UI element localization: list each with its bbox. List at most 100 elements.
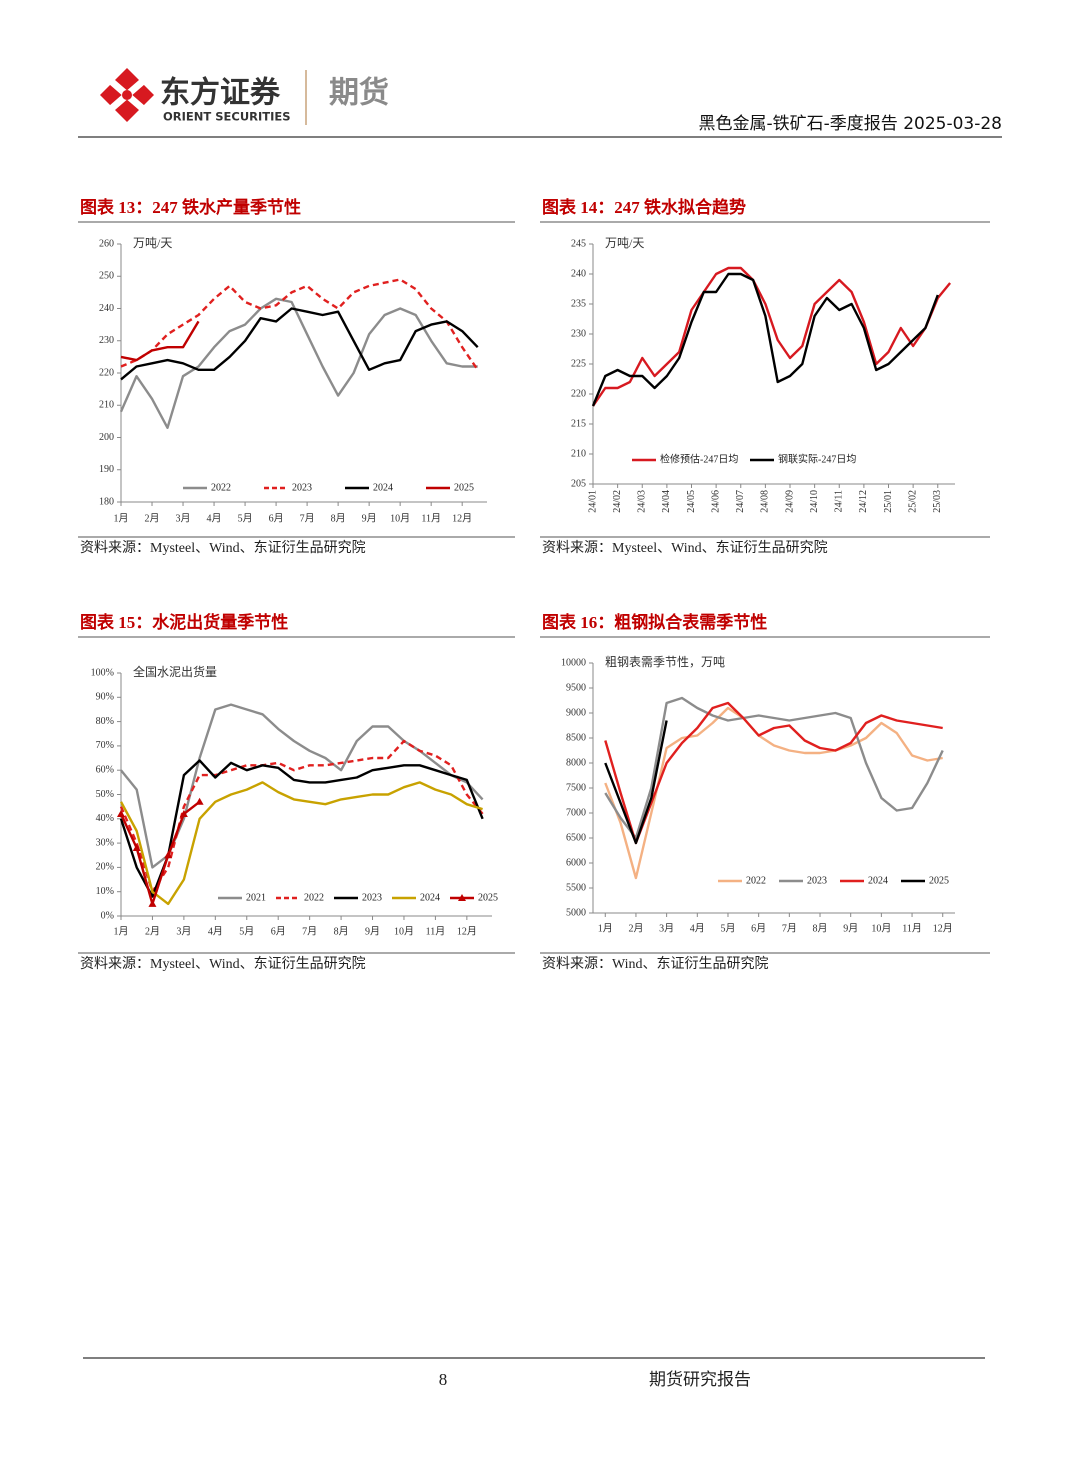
y-tick-label: 40%: [96, 813, 114, 824]
chart-caption: 图表 15：水泥出货量季节性: [80, 612, 288, 632]
point-marker: [179, 809, 188, 817]
x-tick-label: 7月: [782, 922, 797, 934]
y-tick-label: 10000: [561, 657, 586, 668]
x-tick-label: 6月: [271, 925, 286, 937]
point-marker: [117, 809, 125, 817]
legend-label: 2023: [362, 892, 382, 903]
legend-label: 检修预估-247日均: [660, 452, 738, 465]
x-tick-label: 24/09: [784, 490, 795, 513]
series-line: [604, 701, 943, 845]
chart: 图表 15：水泥出货量季节性资料来源：Mysteel、Wind、东证衍生品研究院…: [78, 612, 515, 972]
x-tick-label: 9月: [365, 925, 380, 937]
chart: 图表 13：247 铁水产量季节性资料来源：Mysteel、Wind、东证衍生品…: [78, 197, 515, 556]
unit-label: 万吨/天: [133, 236, 172, 250]
y-tick-label: 6000: [566, 857, 586, 868]
series-line: [119, 800, 201, 906]
chart-caption: 图表 13：247 铁水产量季节性: [80, 197, 301, 217]
series-line: [592, 266, 952, 407]
charts: 图表 13：247 铁水产量季节性资料来源：Mysteel、Wind、东证衍生品…: [78, 197, 990, 972]
y-tick-label: 230: [99, 335, 114, 346]
legend-label: 2022: [211, 482, 231, 493]
series-line: [591, 272, 939, 407]
x-tick-label: 12月: [933, 922, 953, 934]
legend-label: 钢联实际-247日均: [778, 452, 856, 465]
logo-icon: [100, 68, 154, 122]
series-line: [119, 297, 478, 429]
page-number: 8: [439, 1370, 448, 1389]
x-tick-label: 25/02: [907, 490, 918, 513]
legend-label: 2021: [246, 892, 266, 903]
x-tick-label: 4月: [208, 925, 223, 937]
y-tick-label: 8500: [566, 732, 586, 743]
x-tick-label: 6月: [269, 512, 284, 524]
legend-label: 2024: [373, 482, 393, 493]
x-tick-label: 24/05: [686, 490, 697, 513]
point-marker: [148, 899, 157, 907]
legend-label: 2025: [454, 482, 474, 493]
y-tick-label: 235: [571, 298, 586, 309]
brand-en: ORIENT SECURITIES: [163, 110, 291, 124]
x-tick-label: 2月: [145, 925, 160, 937]
y-tick-label: 50%: [96, 789, 114, 800]
x-tick-label: 24/04: [661, 490, 672, 513]
series-line: [120, 307, 479, 381]
x-tick-label: 5月: [238, 512, 253, 524]
y-tick-label: 100%: [91, 667, 114, 678]
x-tick-label: 1月: [114, 925, 129, 937]
x-tick-label: 5月: [720, 922, 735, 934]
legend-label: 2022: [304, 892, 324, 903]
y-tick-label: 210: [99, 400, 114, 411]
x-tick-label: 25/03: [932, 490, 943, 513]
x-tick-label: 8月: [331, 512, 346, 524]
x-tick-label: 4月: [690, 922, 705, 934]
chart-caption: 图表 14：247 铁水拟合趋势: [542, 197, 746, 217]
y-tick-label: 210: [571, 448, 586, 459]
x-tick-label: 3月: [176, 925, 191, 937]
point-marker: [132, 843, 141, 851]
x-tick-label: 1月: [598, 922, 613, 934]
x-tick-label: 2月: [145, 512, 160, 524]
y-tick-label: 5000: [566, 907, 586, 918]
x-tick-label: 9月: [843, 922, 858, 934]
y-tick-label: 6500: [566, 832, 586, 843]
y-tick-label: 70%: [96, 740, 114, 751]
y-tick-label: 215: [571, 418, 586, 429]
x-tick-label: 24/07: [735, 490, 746, 513]
chart-source: 资料来源：Wind、东证衍生品研究院: [542, 956, 769, 972]
series-line: [120, 278, 479, 371]
y-tick-label: 60%: [96, 764, 114, 775]
x-tick-label: 11月: [902, 922, 922, 934]
y-tick-label: 7000: [566, 807, 586, 818]
x-tick-label: 5月: [239, 925, 254, 937]
x-tick-label: 12月: [457, 925, 477, 937]
y-tick-label: 240: [571, 268, 586, 279]
x-tick-label: 24/10: [809, 490, 820, 513]
x-tick-label: 24/06: [710, 490, 721, 513]
y-tick-label: 9500: [566, 682, 586, 693]
y-tick-label: 220: [571, 388, 586, 399]
x-tick-label: 10月: [394, 925, 414, 937]
x-tick-label: 7月: [302, 925, 317, 937]
series-line: [604, 706, 943, 880]
legend-label: 2025: [478, 892, 498, 903]
y-tick-label: 240: [99, 303, 114, 314]
x-tick-label: 12月: [452, 512, 472, 524]
x-tick-label: 11月: [426, 925, 446, 937]
x-tick-label: 24/12: [858, 490, 869, 513]
y-tick-label: 220: [99, 367, 114, 378]
y-tick-label: 7500: [566, 782, 586, 793]
unit-label: 全国水泥出货量: [133, 664, 217, 679]
y-tick-label: 0%: [101, 910, 114, 921]
x-tick-label: 9月: [362, 512, 377, 524]
brand: 东方证券: [160, 76, 281, 111]
y-tick-label: 205: [571, 478, 586, 489]
series-line: [120, 320, 200, 362]
y-tick-label: 5500: [566, 882, 586, 893]
y-tick-label: 190: [99, 464, 114, 475]
x-tick-label: 24/03: [637, 490, 648, 513]
chart-source: 资料来源：Mysteel、Wind、东证衍生品研究院: [542, 540, 828, 556]
y-tick-label: 20%: [96, 862, 114, 873]
legend-label: 2023: [807, 875, 827, 886]
